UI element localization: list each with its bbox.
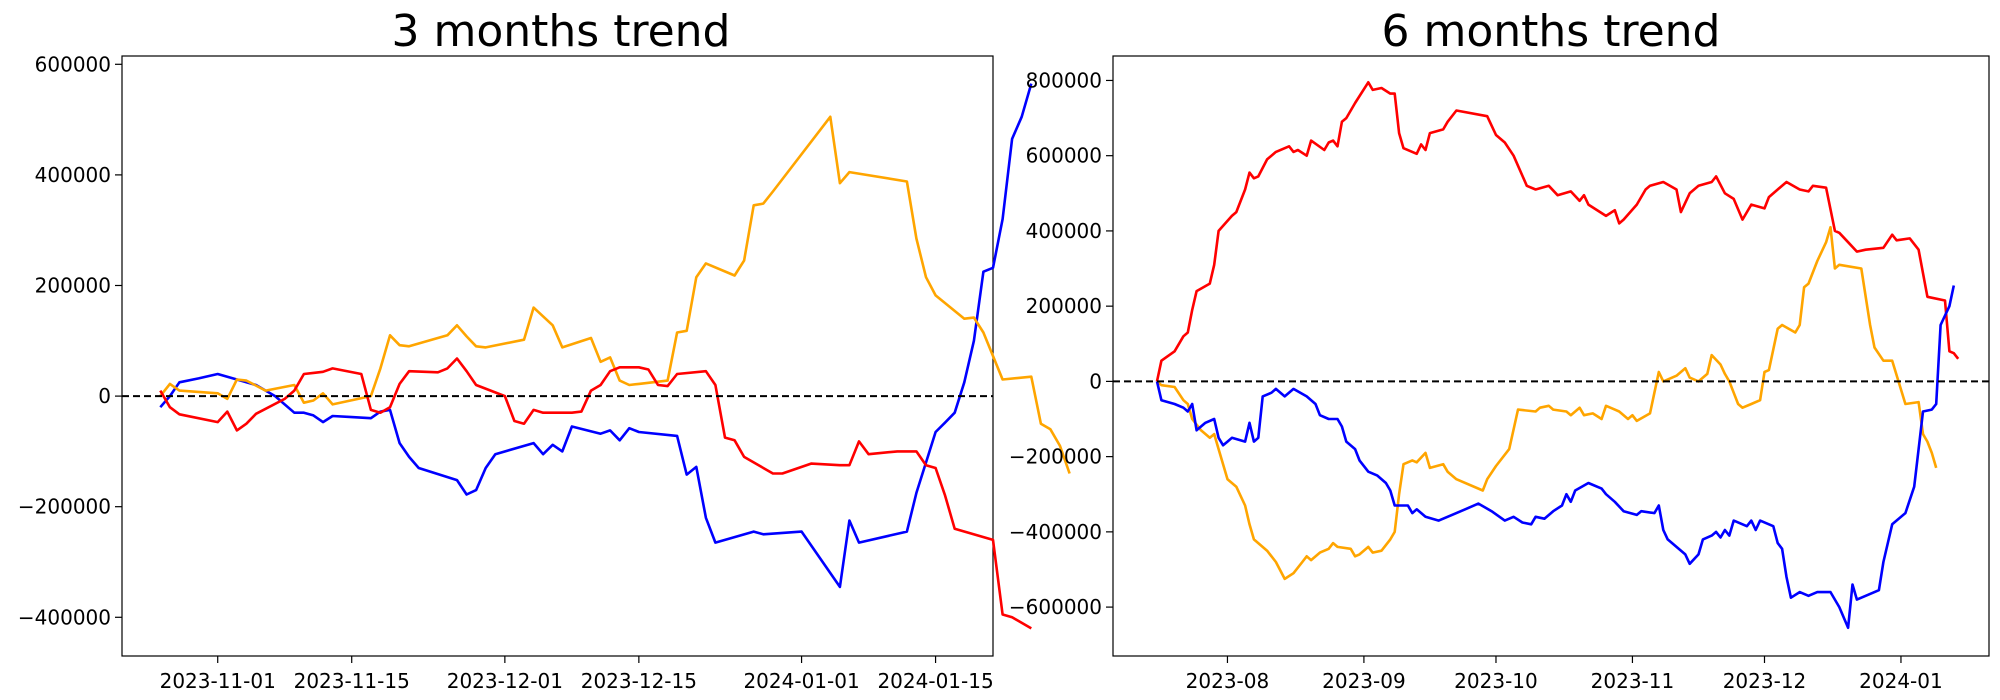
y-tick-label: −400000 (1009, 520, 1102, 544)
series-line-1 (1156, 225, 1938, 581)
chart-title: 6 months trend (1382, 6, 1721, 57)
x-tick-label: 2023-10 (1454, 669, 1538, 693)
y-tick-label: 200000 (35, 273, 111, 297)
y-tick-label: 400000 (1026, 219, 1102, 243)
y-tick-label: 0 (1089, 369, 1102, 393)
y-tick-label: −400000 (18, 605, 111, 629)
y-tick-label: 0 (98, 384, 111, 408)
series-line-2 (159, 357, 1032, 630)
x-tick-label: 2023-12-01 (447, 669, 563, 693)
series-line-2 (1155, 285, 1956, 630)
x-tick-label: 2023-11-01 (160, 669, 276, 693)
x-tick-label: 2024-01 (1859, 669, 1943, 693)
y-tick-label: 600000 (35, 52, 111, 76)
chart-3-months: 3 months trend −400000 −200000 0 200000 4000… (18, 6, 1071, 693)
plot-area (1112, 55, 1990, 657)
y-tick-label: 800000 (1026, 68, 1102, 92)
x-tick-label: 2024-01-01 (743, 669, 859, 693)
y-tick-label: 600000 (1026, 144, 1102, 168)
x-tick-label: 2024-01-15 (877, 669, 993, 693)
y-tick-label: 200000 (1026, 294, 1102, 318)
y-tick-label: −200000 (1009, 445, 1102, 469)
series-line-0 (159, 83, 1033, 589)
x-tick-label: 2023-11-15 (294, 669, 410, 693)
y-tick-label: 400000 (35, 163, 111, 187)
y-tick-label: −200000 (18, 495, 111, 519)
chart-title: 3 months trend (392, 6, 731, 57)
series-line-0 (1155, 81, 1960, 382)
chart-6-months: 6 months trend −600000 −400000 −200000 0 200… (1009, 6, 1990, 693)
x-tick-label: 2023-12 (1723, 669, 1807, 693)
x-tick-label: 2023-09 (1322, 669, 1406, 693)
series-line-1 (159, 115, 1071, 474)
x-tick-label: 2023-12-15 (581, 669, 697, 693)
x-tick-label: 2023-08 (1186, 669, 1270, 693)
y-tick-label: −600000 (1009, 595, 1102, 619)
x-tick-label: 2023-11 (1591, 669, 1675, 693)
